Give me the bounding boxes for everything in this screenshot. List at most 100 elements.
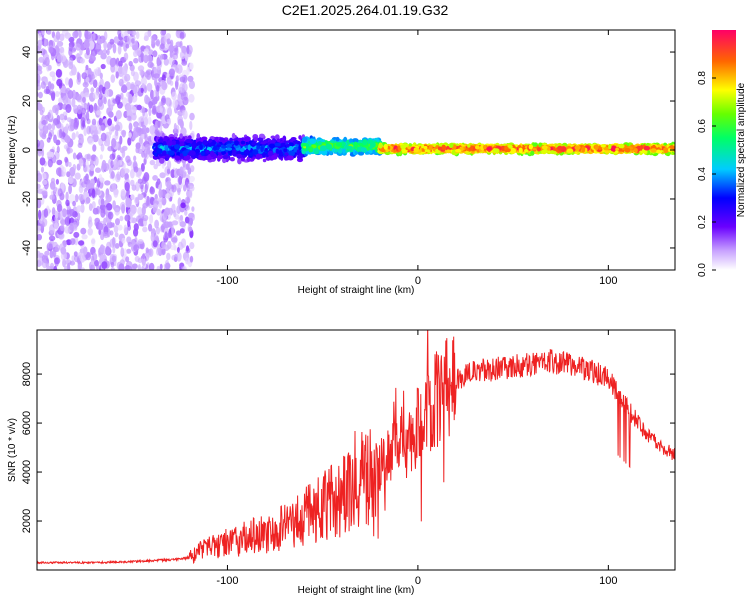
heatmap-cell <box>177 115 183 124</box>
heatmap-cell <box>71 97 76 108</box>
heatmap-cell <box>59 46 65 53</box>
heatmap-cell <box>182 266 187 270</box>
heatmap-cell <box>106 48 110 56</box>
heatmap-cell <box>221 145 227 149</box>
heatmap-cell <box>78 185 84 194</box>
heatmap-cell <box>288 146 294 151</box>
heatmap-cell <box>210 150 215 158</box>
heatmap-cell <box>71 132 76 141</box>
heatmap-cell <box>52 248 57 258</box>
heatmap-cell <box>239 148 245 152</box>
heatmap-cell <box>55 68 63 78</box>
heatmap-cell <box>317 141 322 146</box>
heatmap-cell <box>287 155 294 161</box>
heatmap-cell <box>80 267 85 270</box>
heatmap-cell <box>135 181 140 192</box>
heatmap-cell <box>275 148 280 154</box>
heatmap-cell <box>166 168 171 175</box>
heatmap-cell <box>185 245 190 252</box>
heatmap-cell <box>133 50 138 58</box>
heatmap-cell <box>156 178 161 186</box>
heatmap-cell <box>170 244 176 251</box>
heatmap-cell <box>37 73 41 84</box>
heatmap-cell <box>58 97 64 104</box>
heatmap-cell <box>189 230 194 238</box>
heatmap-cell <box>119 135 123 145</box>
heatmap-cell <box>166 252 171 261</box>
heatmap-cell <box>139 181 144 190</box>
heatmap-cell <box>98 222 104 231</box>
heatmap-cell <box>40 166 45 173</box>
heatmap-cell <box>62 258 67 268</box>
heatmap-cell <box>335 142 343 147</box>
heatmap-cell <box>354 142 358 149</box>
heatmap-marks <box>37 30 675 270</box>
heatmap-cell <box>76 71 80 80</box>
heatmap-cell <box>309 139 317 144</box>
heatmap-cell <box>155 226 161 235</box>
heatmap-cell <box>152 96 158 105</box>
heatmap-cell <box>284 152 290 156</box>
heatmap-cell <box>62 95 69 105</box>
heatmap-cell <box>162 141 167 145</box>
heatmap-cell <box>59 113 65 121</box>
heatmap-cell <box>128 132 132 139</box>
heatmap-cell <box>117 224 123 231</box>
heatmap-cell <box>221 150 227 155</box>
heatmap-cell <box>97 38 103 45</box>
heatmap-cell <box>68 61 74 70</box>
heatmap-cell <box>40 81 46 89</box>
heatmap-cell <box>44 250 50 256</box>
figure-title: C2E1.2025.264.01.19.G32 <box>282 2 449 18</box>
heatmap-cell <box>180 202 186 209</box>
heatmap-cell <box>63 240 67 248</box>
heatmap-cell <box>134 236 138 243</box>
heatmap-cell <box>184 53 189 61</box>
heatmap-cell <box>50 92 56 98</box>
heatmap-cell <box>104 180 111 186</box>
heatmap-cell <box>77 252 82 258</box>
heatmap-cell <box>177 189 181 196</box>
heatmap-cell <box>94 42 102 52</box>
heatmap-cell <box>82 120 86 128</box>
heatmap-cell <box>78 240 85 246</box>
heatmap-cell <box>113 36 120 44</box>
heatmap-cell <box>165 262 171 270</box>
heatmap-cell <box>148 101 154 109</box>
heatmap-cell <box>56 40 64 47</box>
heatmap-cell <box>234 140 239 146</box>
heatmap-cell <box>176 230 181 236</box>
heatmap-cell <box>121 65 128 76</box>
heatmap-cell <box>325 143 333 150</box>
heatmap-cell <box>157 120 161 128</box>
heatmap-cell <box>110 261 115 268</box>
heatmap-cell <box>168 240 172 249</box>
heatmap-cell <box>100 208 106 218</box>
heatmap-cell <box>133 131 140 138</box>
heatmap-cell <box>249 152 254 157</box>
heatmap-cell <box>53 222 59 230</box>
heatmap-cell <box>85 160 89 168</box>
heatmap-cell <box>54 211 59 219</box>
heatmap-cell <box>260 141 267 145</box>
heatmap-cell <box>137 65 145 72</box>
heatmap-cell <box>186 185 190 192</box>
heatmap-cell <box>39 157 46 166</box>
heatmap-cell <box>68 161 72 168</box>
heatmap-cell <box>189 242 195 250</box>
heatmap-cell <box>112 150 116 160</box>
heatmap-cell <box>118 78 124 87</box>
heatmap-cell <box>190 130 195 140</box>
heatmap-cell <box>76 104 82 115</box>
heatmap-cell <box>69 224 74 231</box>
heatmap-cell <box>111 255 117 262</box>
heatmap-cell <box>166 180 172 190</box>
heatmap-cell <box>137 117 141 123</box>
heatmap-cell <box>74 194 79 203</box>
heatmap-cell <box>94 156 99 166</box>
heatmap-cell <box>188 150 196 157</box>
heatmap-cell <box>118 66 124 75</box>
heatmap-cell <box>163 221 171 229</box>
heatmap-cell <box>143 71 150 78</box>
heatmap-cell <box>68 78 73 89</box>
